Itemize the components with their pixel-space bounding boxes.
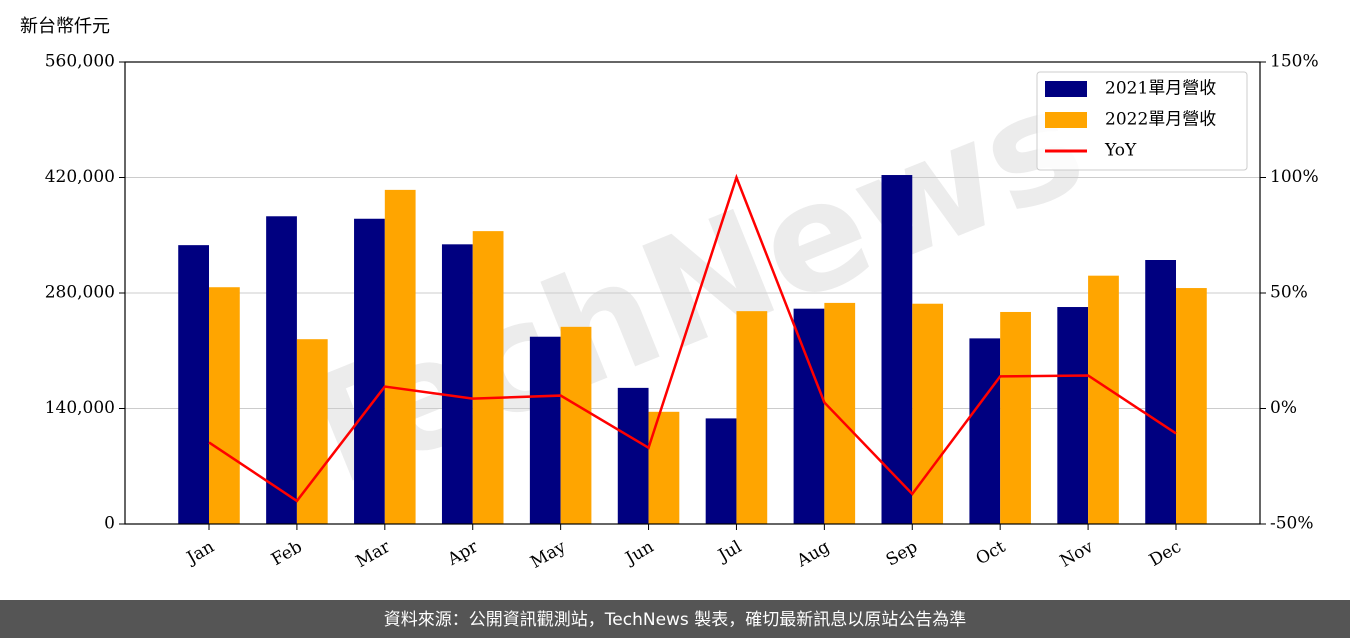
footer-bar xyxy=(0,600,1350,638)
bar xyxy=(1057,307,1089,524)
bar xyxy=(209,287,240,524)
bar xyxy=(648,411,680,524)
y2-tick-label: 50% xyxy=(1270,283,1308,303)
bar xyxy=(1145,260,1176,524)
y-axis-label: 新台幣仟元 xyxy=(20,16,110,37)
legend-label: 2022單月營收 xyxy=(1105,110,1216,130)
bar xyxy=(912,303,944,524)
footer: 資料來源：公開資訊觀測站，TechNews 製表，確切最新訊息以原站公告為準 xyxy=(384,610,966,630)
y-tick-label: 0 xyxy=(104,514,115,534)
bar xyxy=(824,302,856,524)
y2-tick-label: -50% xyxy=(1270,514,1314,534)
x-tick-label: Jan xyxy=(182,537,218,569)
bar xyxy=(560,326,592,524)
bar xyxy=(354,218,385,524)
y2-tick-label: 100% xyxy=(1270,167,1319,187)
legend-label: YoY xyxy=(1104,141,1137,161)
bar xyxy=(472,231,504,524)
bar xyxy=(1000,311,1031,524)
x-tick-label: Oct xyxy=(973,537,1009,570)
x-tick-label: Jun xyxy=(621,537,658,570)
legend-label: 2021單月營收 xyxy=(1105,79,1216,99)
x-tick-label: Dec xyxy=(1146,537,1185,571)
y-tick-label: 560,000 xyxy=(45,52,115,72)
line xyxy=(208,173,1177,503)
bar xyxy=(881,175,913,524)
bar xyxy=(705,418,737,524)
bar xyxy=(969,338,1001,524)
x-tick-label: Aug xyxy=(793,537,834,572)
x-tick-label: May xyxy=(527,537,570,573)
bar xyxy=(736,311,768,524)
x-tick-label: Sep xyxy=(883,537,921,571)
legend-swatch xyxy=(1045,112,1087,128)
x-tick-label: Nov xyxy=(1057,537,1097,572)
bar xyxy=(793,308,825,524)
plot-frame xyxy=(124,61,1261,525)
bar xyxy=(1088,275,1119,524)
y2-tick-label: 0% xyxy=(1270,398,1297,418)
legend-swatch xyxy=(1045,81,1087,97)
bar xyxy=(529,336,561,524)
bar xyxy=(384,189,416,524)
x-tick-label: Apr xyxy=(444,536,483,570)
x-tick-label: Feb xyxy=(268,537,306,570)
legend-box xyxy=(1036,71,1248,171)
bar xyxy=(1176,288,1207,524)
y2-tick-label: 150% xyxy=(1270,52,1319,72)
y-tick-label: 420,000 xyxy=(45,167,115,187)
y-tick-label: 280,000 xyxy=(45,283,115,303)
y-tick-label: 140,000 xyxy=(45,398,115,418)
x-tick-label: Jul xyxy=(713,537,745,567)
x-tick-label: Mar xyxy=(353,536,395,572)
bar xyxy=(266,216,297,524)
bar xyxy=(441,244,473,524)
bar xyxy=(617,387,649,524)
bar xyxy=(178,245,209,524)
